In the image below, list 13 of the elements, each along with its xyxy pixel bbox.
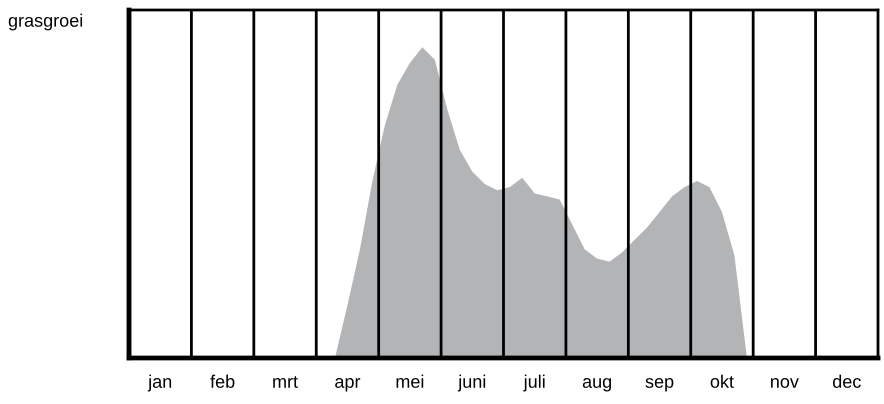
x-tick-label: feb [210, 374, 234, 388]
x-tick-label: juli [523, 374, 545, 392]
x-tick-label: sep [645, 378, 674, 392]
y-axis-title: grasgroei [8, 14, 82, 30]
x-tick-label: mrt [273, 376, 298, 388]
x-tick-label: nov [771, 378, 799, 388]
x-tick-label: juni [458, 374, 486, 392]
x-tick-label: jan [148, 374, 172, 392]
x-tick-label: mei [396, 374, 424, 388]
x-tick-label: dec [832, 374, 861, 388]
x-tick-label: apr [335, 378, 360, 392]
x-tick-label: aug [582, 378, 612, 392]
x-tick-label: okt [710, 374, 734, 388]
